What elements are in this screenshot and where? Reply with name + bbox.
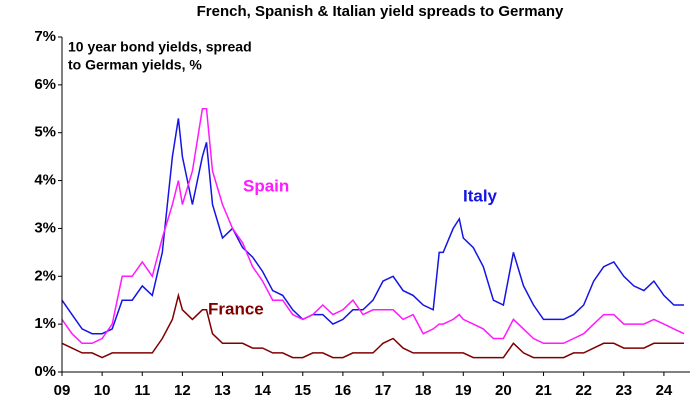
x-tick-label: 12 bbox=[174, 382, 191, 399]
x-tick-label: 13 bbox=[214, 382, 231, 399]
x-tick-label: 22 bbox=[575, 382, 592, 399]
x-tick-label: 14 bbox=[254, 382, 271, 399]
x-tick-label: 10 bbox=[94, 382, 111, 399]
series-line bbox=[61, 292, 684, 359]
series-label: Italy bbox=[463, 186, 498, 205]
chart-title: French, Spanish & Italian yield spreads … bbox=[197, 3, 564, 20]
series-line bbox=[61, 118, 684, 335]
y-tick-label: 7% bbox=[34, 28, 56, 45]
x-tick-label: 21 bbox=[535, 382, 552, 399]
series-label: Spain bbox=[243, 176, 289, 195]
y-tick-label: 6% bbox=[34, 76, 56, 93]
x-tick-label: 23 bbox=[615, 382, 632, 399]
x-tick-label: 24 bbox=[656, 382, 673, 399]
y-tick-label: 5% bbox=[34, 124, 56, 141]
x-tick-label: 18 bbox=[415, 382, 432, 399]
annotation: to German yields, % bbox=[68, 57, 202, 73]
x-tick-label: 15 bbox=[294, 382, 311, 399]
x-tick-label: 16 bbox=[335, 382, 352, 399]
series-line bbox=[61, 108, 685, 345]
x-tick-label: 11 bbox=[134, 382, 150, 399]
x-tick-label: 09 bbox=[54, 382, 71, 399]
y-tick-label: 3% bbox=[34, 219, 56, 236]
y-tick-label: 2% bbox=[34, 267, 56, 284]
y-tick-label: 0% bbox=[34, 363, 56, 380]
y-tick-label: 1% bbox=[34, 315, 56, 332]
annotation: 10 year bond yields, spread bbox=[68, 39, 252, 55]
x-tick-label: 19 bbox=[455, 382, 472, 399]
x-tick-label: 17 bbox=[375, 382, 392, 399]
y-tick-label: 4% bbox=[34, 172, 56, 189]
series-label: France bbox=[208, 299, 264, 318]
x-tick-label: 20 bbox=[495, 382, 512, 399]
